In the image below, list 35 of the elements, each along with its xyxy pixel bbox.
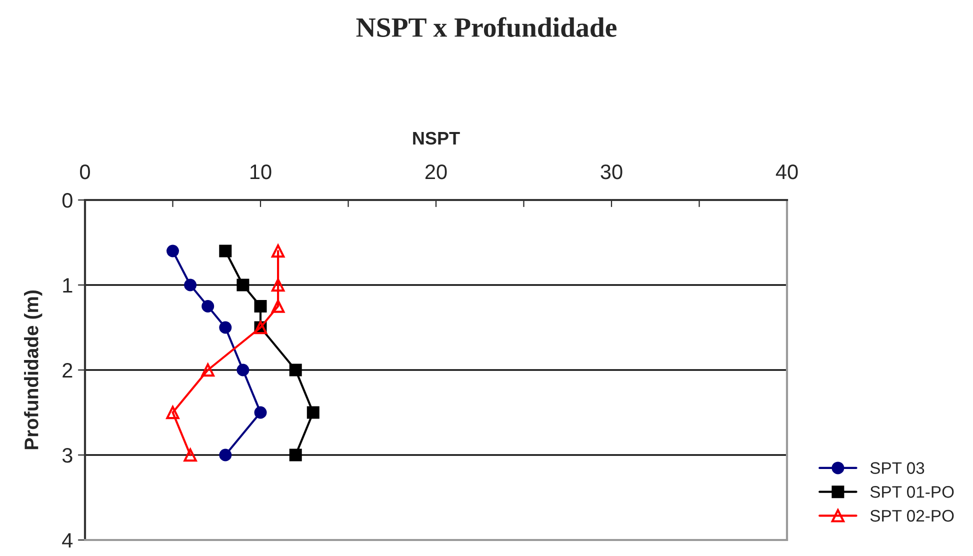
y-tick-label: 3 bbox=[62, 448, 72, 463]
point bbox=[236, 364, 250, 376]
point bbox=[254, 300, 267, 312]
point bbox=[202, 300, 214, 312]
chart-title: NSPT x Profundidade bbox=[356, 17, 616, 38]
point bbox=[289, 364, 302, 376]
y-tick-label: 2 bbox=[62, 363, 72, 378]
point bbox=[236, 278, 250, 292]
point bbox=[289, 448, 302, 462]
x-tick-label: 40 bbox=[776, 164, 798, 180]
point bbox=[271, 278, 285, 292]
point bbox=[271, 300, 285, 313]
point bbox=[306, 406, 320, 419]
point bbox=[219, 244, 232, 258]
point bbox=[166, 244, 179, 258]
point bbox=[254, 406, 267, 419]
legend-label: SPT 03 bbox=[870, 462, 924, 474]
y-tick-label: 0 bbox=[62, 193, 72, 208]
point bbox=[166, 406, 180, 420]
point bbox=[184, 278, 197, 292]
x-tick-label: 10 bbox=[250, 164, 272, 180]
point bbox=[201, 363, 214, 377]
point bbox=[271, 244, 285, 258]
legend-label: SPT 01-PO bbox=[870, 486, 954, 498]
x-axis-title: NSPT bbox=[413, 132, 460, 145]
point bbox=[219, 448, 232, 462]
y-tick-label: 4 bbox=[62, 533, 73, 548]
x-tick-label: 20 bbox=[425, 164, 447, 180]
x-tick-label: 30 bbox=[600, 164, 622, 180]
legend-label: SPT 02-PO bbox=[870, 510, 954, 522]
x-tick-label: 0 bbox=[80, 164, 90, 180]
y-axis-title: Profundidade (m) bbox=[24, 290, 42, 450]
point bbox=[219, 321, 232, 334]
y-tick-label: 1 bbox=[63, 278, 72, 293]
point bbox=[184, 448, 197, 462]
